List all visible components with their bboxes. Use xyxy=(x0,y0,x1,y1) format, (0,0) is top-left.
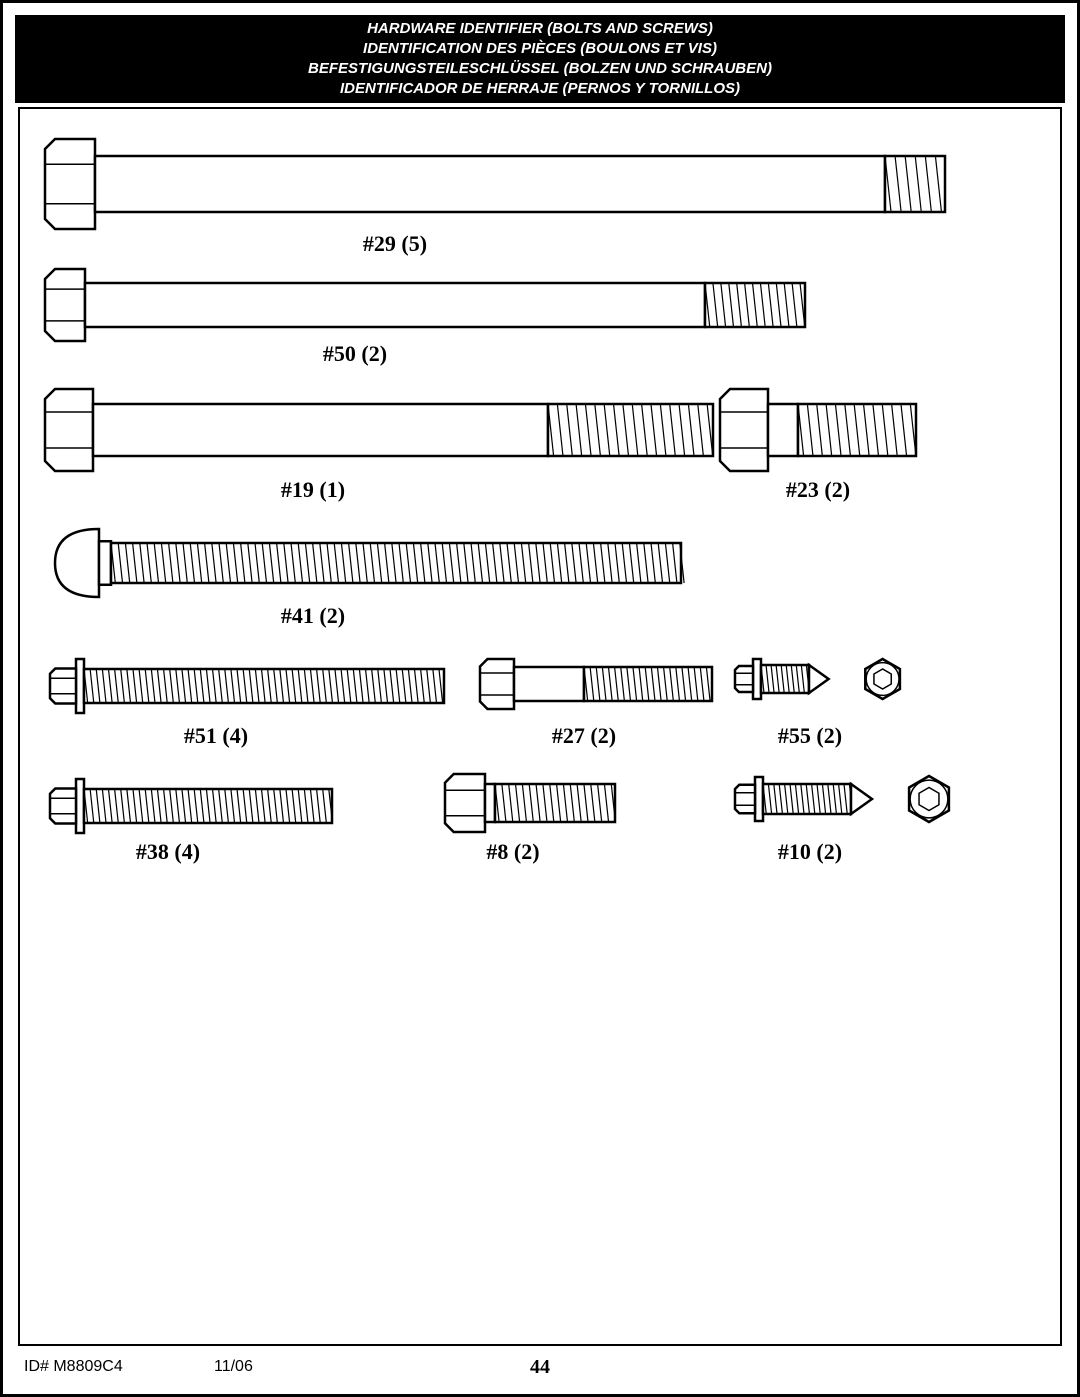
label-50: #50 (2) xyxy=(275,341,435,367)
label-41: #41 (2) xyxy=(233,603,393,629)
label-19: #19 (1) xyxy=(233,477,393,503)
label-10: #10 (2) xyxy=(730,839,890,865)
bolt-38 xyxy=(50,779,336,837)
label-27: #27 (2) xyxy=(504,723,664,749)
bolt-50 xyxy=(45,269,809,345)
manual-page: HARDWARE IDENTIFIER (BOLTS AND SCREWS) I… xyxy=(0,0,1080,1397)
label-8: #8 (2) xyxy=(433,839,593,865)
label-38: #38 (4) xyxy=(88,839,248,865)
bolt-27 xyxy=(480,659,716,713)
title-line-2: IDENTIFICATION DES PIÈCES (BOULONS ET VI… xyxy=(15,39,1065,59)
page-number: 44 xyxy=(530,1356,550,1379)
bolt-10 xyxy=(735,777,956,825)
bolt-29 xyxy=(45,139,949,233)
bolt-8 xyxy=(445,774,619,836)
title-band: HARDWARE IDENTIFIER (BOLTS AND SCREWS) I… xyxy=(15,15,1065,103)
bolt-51 xyxy=(50,659,448,717)
doc-id: ID# M8809C4 xyxy=(24,1358,123,1376)
bolt-19 xyxy=(45,389,717,475)
title-line-3: BEFESTIGUNGSTEILESCHLÜSSEL (BOLZEN UND S… xyxy=(15,59,1065,79)
bolt-55 xyxy=(735,659,907,703)
label-23: #23 (2) xyxy=(738,477,898,503)
label-55: #55 (2) xyxy=(730,723,890,749)
page-footer: ID# M8809C4 11/06 44 xyxy=(18,1356,1062,1380)
label-29: #29 (5) xyxy=(315,231,475,257)
title-line-4: IDENTIFICADOR DE HERRAJE (PERNOS Y TORNI… xyxy=(15,79,1065,99)
bolt-41 xyxy=(55,529,685,601)
bolt-23 xyxy=(720,389,920,475)
label-51: #51 (4) xyxy=(136,723,296,749)
hardware-identifier-panel: #29 (5) #50 (2) #19 (1) #23 (2) #41 (2) #51 (… xyxy=(18,107,1062,1346)
title-line-1: HARDWARE IDENTIFIER (BOLTS AND SCREWS) xyxy=(15,19,1065,39)
doc-date: 11/06 xyxy=(214,1358,253,1376)
